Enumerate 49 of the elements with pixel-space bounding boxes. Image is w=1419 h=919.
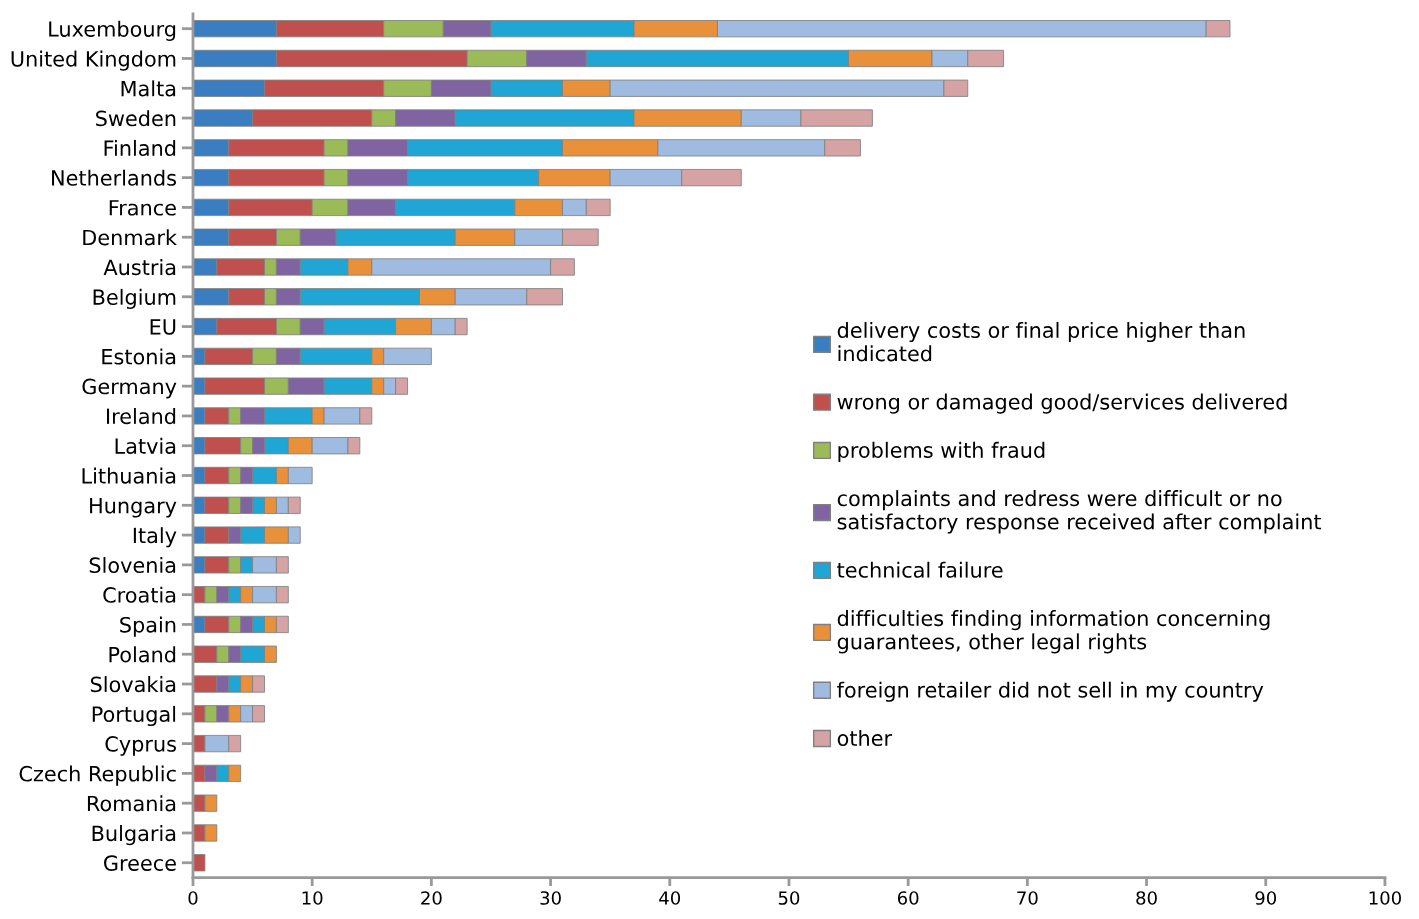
x-tick-label: 20 xyxy=(421,891,442,905)
x-tick-label: 100 xyxy=(1369,891,1401,905)
x-tick-label: 80 xyxy=(1136,891,1157,905)
y-tick-label: Denmark xyxy=(83,229,177,246)
y-tick-label: Luxembourg xyxy=(49,20,176,41)
y-tick-label: Slovakia xyxy=(90,676,176,693)
y-tick-label: United Kingdom xyxy=(11,50,176,71)
y-tick-label: Latvia xyxy=(115,437,176,454)
x-tick-label: 0 xyxy=(188,891,198,905)
y-tick-label: Belgium xyxy=(93,288,176,310)
y-tick-label: Greece xyxy=(104,855,176,871)
y-tick-label: Estonia xyxy=(102,348,176,365)
y-tick-label: Cyprus xyxy=(105,736,176,756)
y-tick-label: Czech Republic xyxy=(19,765,176,786)
legend-label: wrong or damaged good/services delivered xyxy=(837,393,1287,414)
y-tick-label: Spain xyxy=(120,616,176,637)
y-tick-label: Sweden xyxy=(96,110,176,127)
y-tick-label: Poland xyxy=(109,646,176,663)
x-tick-label: 60 xyxy=(897,891,919,905)
y-tick-label: Netherlands xyxy=(52,169,176,186)
y-tick-label: Lithuania xyxy=(82,467,176,484)
legend-label: foreign retailer did not sell in my country xyxy=(837,681,1264,702)
y-tick-label: France xyxy=(109,200,176,216)
y-tick-label: EU xyxy=(150,319,176,335)
legend-label: difficulties finding information concerning guarantees, other legal rights xyxy=(837,610,1270,654)
y-tick-label: Hungary xyxy=(90,498,177,518)
legend-label: complaints and redress were difficult or no satisfactory response received after complaint xyxy=(837,490,1322,534)
y-tick-label: Romania xyxy=(87,795,176,812)
y-tick-label: Germany xyxy=(82,378,177,399)
y-tick-label: Bulgaria xyxy=(92,825,176,846)
x-tick-label: 90 xyxy=(1255,891,1277,905)
legend-label: problems with fraud xyxy=(838,441,1045,462)
y-tick-label: Austria xyxy=(103,259,176,276)
x-tick-label: 10 xyxy=(302,891,323,905)
y-tick-label: Italy xyxy=(133,527,177,548)
legend-label: delivery costs or final price higher than indicated xyxy=(837,321,1245,362)
legend-label: technical failure xyxy=(837,561,1003,578)
y-tick-label: Malta xyxy=(121,80,176,97)
x-tick-label: 30 xyxy=(540,891,561,905)
y-tick-label: Portugal xyxy=(92,705,176,727)
y-tick-label: Croatia xyxy=(103,586,176,603)
x-tick-label: 50 xyxy=(778,891,800,905)
legend-label: other xyxy=(837,729,893,747)
x-tick-label: 40 xyxy=(659,891,681,905)
y-tick-label: Finland xyxy=(104,139,176,157)
y-tick-label: Slovenia xyxy=(89,556,176,574)
x-tick-label: 70 xyxy=(1017,891,1038,905)
bar xyxy=(192,854,206,872)
y-tick-label: Ireland xyxy=(107,408,176,425)
